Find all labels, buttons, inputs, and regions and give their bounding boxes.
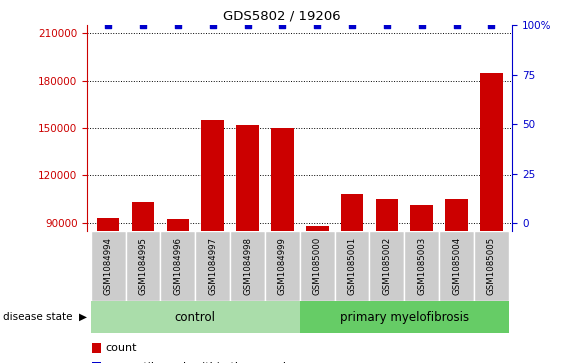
Text: count: count [105, 343, 137, 353]
Bar [97, 218, 119, 363]
Text: GDS5802 / 19206: GDS5802 / 19206 [223, 9, 340, 22]
Bar [369, 231, 404, 301]
Point [312, 23, 321, 28]
Bar [445, 199, 468, 363]
Text: GSM1084996: GSM1084996 [173, 237, 182, 295]
Text: primary myelofibrosis: primary myelofibrosis [339, 311, 469, 324]
Bar [230, 231, 265, 301]
Bar [126, 231, 160, 301]
Text: GSM1085005: GSM1085005 [487, 237, 496, 295]
Bar [160, 231, 195, 301]
Bar [341, 194, 363, 363]
Text: GSM1084998: GSM1084998 [243, 237, 252, 295]
Bar [271, 128, 294, 363]
Bar [132, 202, 154, 363]
Bar [376, 199, 398, 363]
Text: GSM1084999: GSM1084999 [278, 237, 287, 295]
Text: GSM1085001: GSM1085001 [347, 237, 356, 295]
Bar [167, 220, 189, 363]
Text: GSM1085003: GSM1085003 [417, 237, 426, 295]
Bar [91, 231, 126, 301]
Bar [404, 231, 439, 301]
Text: GSM1084994: GSM1084994 [104, 237, 113, 295]
Text: GSM1084997: GSM1084997 [208, 237, 217, 295]
Bar [300, 301, 509, 333]
Bar [91, 301, 300, 333]
Text: GSM1085004: GSM1085004 [452, 237, 461, 295]
Point [208, 23, 217, 28]
Point [487, 23, 496, 28]
Point [173, 23, 182, 28]
Bar [195, 231, 230, 301]
Point [278, 23, 287, 28]
Bar [92, 362, 101, 363]
Text: GSM1084995: GSM1084995 [138, 237, 148, 295]
Text: GSM1085000: GSM1085000 [312, 237, 321, 295]
Point [138, 23, 148, 28]
Bar [410, 205, 433, 363]
Text: GSM1085002: GSM1085002 [382, 237, 391, 295]
Bar [439, 231, 474, 301]
Bar [265, 231, 300, 301]
Bar [300, 231, 334, 301]
Point [417, 23, 426, 28]
Bar [92, 343, 101, 353]
Point [347, 23, 356, 28]
Bar [202, 120, 224, 363]
Text: disease state  ▶: disease state ▶ [3, 312, 87, 322]
Point [382, 23, 391, 28]
Point [104, 23, 113, 28]
Bar [236, 125, 259, 363]
Point [243, 23, 252, 28]
Point [452, 23, 461, 28]
Bar [480, 73, 503, 363]
Text: control: control [175, 311, 216, 324]
Bar [334, 231, 369, 301]
Bar [474, 231, 509, 301]
Bar [306, 226, 329, 363]
Text: percentile rank within the sample: percentile rank within the sample [105, 362, 293, 363]
